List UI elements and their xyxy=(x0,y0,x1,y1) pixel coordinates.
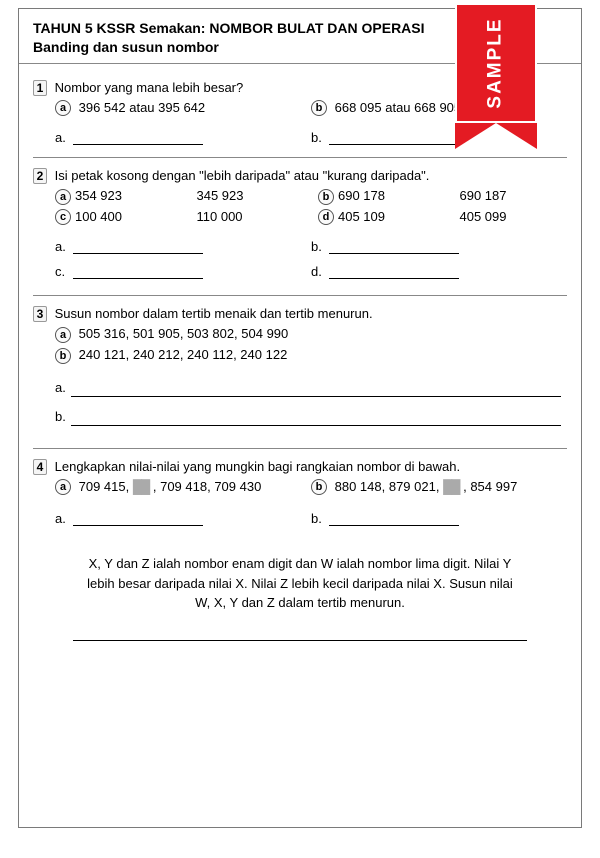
q2-text: Isi petak kosong dengan "lebih daripada"… xyxy=(55,168,430,183)
q2-ans-c-label: c. xyxy=(55,264,65,279)
q4-b-label: b xyxy=(311,479,327,495)
q3-ans-a-line xyxy=(71,383,561,397)
q2-ans-d-line xyxy=(329,265,459,279)
q2-c-label: c xyxy=(55,209,71,225)
ribbon-tail xyxy=(455,123,537,149)
q2-c2: 110 000 xyxy=(197,209,305,226)
q3-number: 3 xyxy=(33,306,47,322)
q2-b2: 690 187 xyxy=(460,188,568,205)
q2-ans-c-line xyxy=(73,265,203,279)
q2-b1: 690 178 xyxy=(338,188,385,203)
q3-ans-a-label: a. xyxy=(55,380,66,395)
q1-ans-a-line xyxy=(73,131,203,145)
q2-a2: 345 923 xyxy=(197,188,305,205)
ribbon-text: SAMPLE xyxy=(485,17,507,108)
q2-d-label: d xyxy=(318,209,334,225)
q4-opt-b: b 880 148, 879 021, ██ , 854 997 xyxy=(311,479,567,496)
q3-b-label: b xyxy=(55,348,71,364)
q4-a-label: a xyxy=(55,479,71,495)
option-label-a: a xyxy=(55,100,71,116)
q3-ans-b-line xyxy=(71,412,561,426)
q2-c1: 100 400 xyxy=(75,209,122,224)
sample-ribbon: SAMPLE xyxy=(455,5,537,155)
divider-2 xyxy=(33,295,567,296)
q5-paragraph: X, Y dan Z ialah nombor enam digit dan W… xyxy=(83,554,517,613)
worksheet-page: SAMPLE TAHUN 5 KSSR Semakan: NOMBOR BULA… xyxy=(18,8,582,828)
q2-ans-a-line xyxy=(73,240,203,254)
q2-ans-b-label: b. xyxy=(311,239,322,254)
q4-number: 4 xyxy=(33,459,47,475)
q1-b-text: 668 095 atau 668 905 xyxy=(335,100,462,115)
divider-1 xyxy=(33,157,567,158)
question-4: 4 Lengkapkan nilai-nilai yang mungkin ba… xyxy=(33,459,567,527)
ribbon-body: SAMPLE xyxy=(455,5,537,123)
q2-d1: 405 109 xyxy=(338,209,385,224)
q2-ans-b-line xyxy=(329,240,459,254)
q4-ans-a-line xyxy=(73,512,203,526)
q4-ans-a-label: a. xyxy=(55,511,66,526)
q3-ans-b-label: b. xyxy=(55,409,66,424)
q1-ans-a-label: a. xyxy=(55,130,66,145)
q3-a-text: 505 316, 501 905, 503 802, 504 990 xyxy=(79,326,289,341)
q3-b-text: 240 121, 240 212, 240 112, 240 122 xyxy=(79,347,288,362)
question-3: 3 Susun nombor dalam tertib menaik dan t… xyxy=(33,306,567,425)
q4-ans-b-line xyxy=(329,512,459,526)
q1-opt-a: a 396 542 atau 395 642 xyxy=(55,100,311,117)
q1-ans-b-label: b. xyxy=(311,130,322,145)
q2-ans-a-label: a. xyxy=(55,239,66,254)
q3-text: Susun nombor dalam tertib menaik dan ter… xyxy=(55,306,373,321)
q4-opt-a: a 709 415, ██ , 709 418, 709 430 xyxy=(55,479,311,496)
option-label-b: b xyxy=(311,100,327,116)
q3-a-label: a xyxy=(55,327,71,343)
q2-d2: 405 099 xyxy=(460,209,568,226)
q4-text: Lengkapkan nilai-nilai yang mungkin bagi… xyxy=(55,459,460,474)
q2-b-label: b xyxy=(318,189,334,205)
q1-number: 1 xyxy=(33,80,47,96)
divider-3 xyxy=(33,448,567,449)
q2-number: 2 xyxy=(33,168,47,184)
q2-a1: 354 923 xyxy=(75,188,122,203)
q5-ans-line xyxy=(73,627,527,641)
q1-a-text: 396 542 atau 395 642 xyxy=(79,100,206,115)
q2-ans-d-label: d. xyxy=(311,264,322,279)
q1-ans-b-line xyxy=(329,131,459,145)
q2-a-label: a xyxy=(55,189,71,205)
q4-ans-b-label: b. xyxy=(311,511,322,526)
question-2: 2 Isi petak kosong dengan "lebih daripad… xyxy=(33,168,567,279)
q1-text: Nombor yang mana lebih besar? xyxy=(55,80,244,95)
